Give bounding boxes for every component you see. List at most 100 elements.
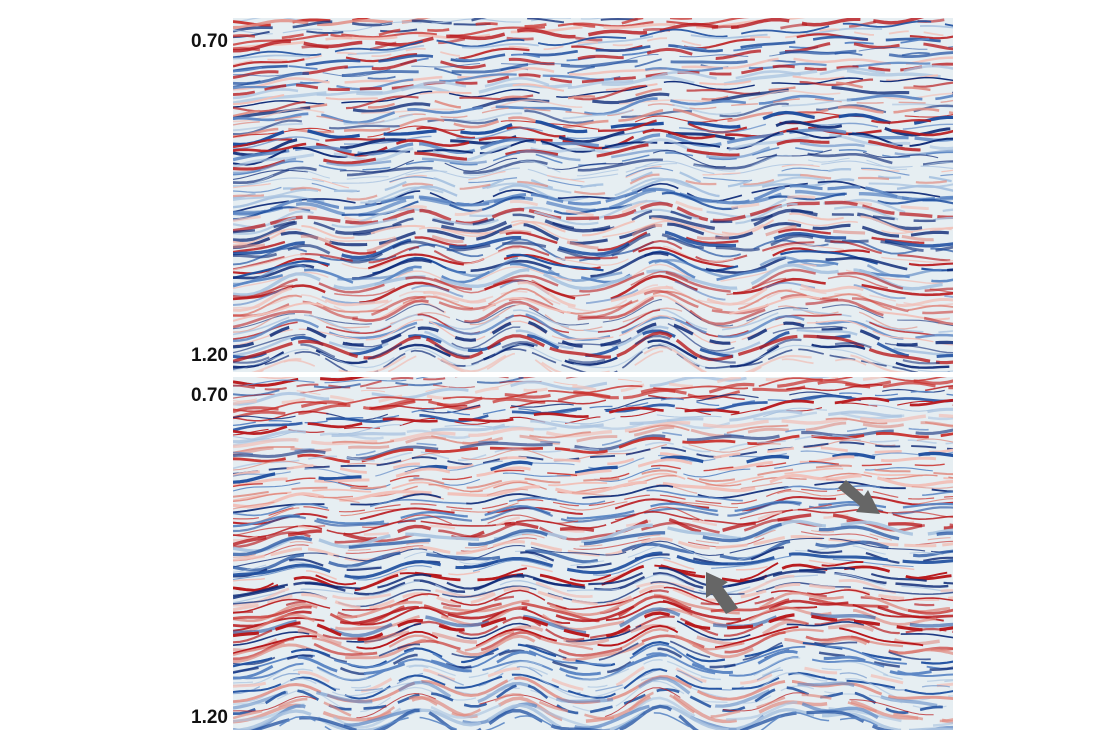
reflector [233,417,953,454]
reflector [233,633,953,664]
reflector [233,219,953,246]
reflector [233,495,953,526]
y-tick-label: 1.20 [191,707,228,728]
reflector [233,18,925,53]
reflector [233,518,953,549]
reflector [233,659,953,689]
reflector [233,18,878,50]
reflector [233,377,948,413]
reflector [233,18,953,53]
reflector [233,120,953,157]
reflector [233,33,953,68]
y-tick-label: 0.70 [191,31,228,52]
reflector [233,268,953,299]
reflector [233,208,953,243]
reflector [233,607,953,638]
reflector [233,460,953,488]
reflector [233,522,953,557]
reflector [233,500,953,528]
reflector [233,18,488,33]
reflector [233,126,953,157]
reflector [233,434,953,470]
reflector [233,250,953,279]
reflector [233,394,953,432]
reflector [233,544,953,573]
reflector [233,484,953,517]
reflector [233,573,953,604]
reflector [233,539,953,572]
reflector [233,299,953,330]
reflector [233,56,953,91]
reflector [233,321,953,354]
reflector [233,35,953,73]
reflector [233,377,887,406]
reflector [233,85,953,120]
reflector [233,167,953,200]
reflector [233,557,953,592]
reflector [233,690,953,723]
reflector [233,228,953,255]
reflector [233,133,953,169]
reflector [233,62,953,97]
reflector [233,76,953,108]
reflector [233,18,431,30]
reflector [233,287,953,317]
reflector [233,431,953,464]
reflector [233,441,953,475]
reflector [233,438,953,471]
reflector [233,331,953,365]
reflector [233,501,953,533]
reflector [233,410,953,447]
reflector [233,59,953,91]
reflector [233,582,953,612]
reflector [233,400,953,436]
reflector [233,120,953,150]
reflector [233,637,953,666]
reflector [233,647,953,676]
reflector [233,0,954,16]
reflector [233,464,953,498]
reflector [233,41,953,79]
reflector [233,619,953,653]
reflector [233,628,953,657]
reflector [233,473,953,509]
reflector [233,89,953,123]
reflector [233,259,953,288]
reflector [233,18,702,40]
reflector [233,527,953,558]
reflector [233,184,953,216]
seismic-panel [233,0,954,372]
reflector [233,279,953,306]
reflector [233,605,953,635]
reflector [233,147,953,180]
reflector [233,195,953,223]
reflector [233,309,953,340]
reflector [233,114,953,149]
reflector [233,344,953,372]
reflector [233,446,953,477]
reflector [233,102,953,136]
reflector [233,270,953,300]
reflector [233,334,953,365]
reflector [233,212,953,245]
reflector [233,229,953,260]
reflector [233,615,953,644]
reflector [233,339,953,369]
reflector [233,512,953,547]
reflector [233,111,953,138]
reflector [233,160,953,188]
reflector [233,555,953,581]
reflector [233,105,953,138]
reflector [233,530,953,562]
reflector [233,692,953,724]
reflector [233,0,954,9]
reflector [233,508,953,538]
reflector [233,396,953,435]
reflector [233,20,953,59]
reflector [233,377,365,387]
reflector [233,656,953,686]
reflector [233,314,953,347]
reflector [233,591,953,623]
reflector [233,18,234,19]
